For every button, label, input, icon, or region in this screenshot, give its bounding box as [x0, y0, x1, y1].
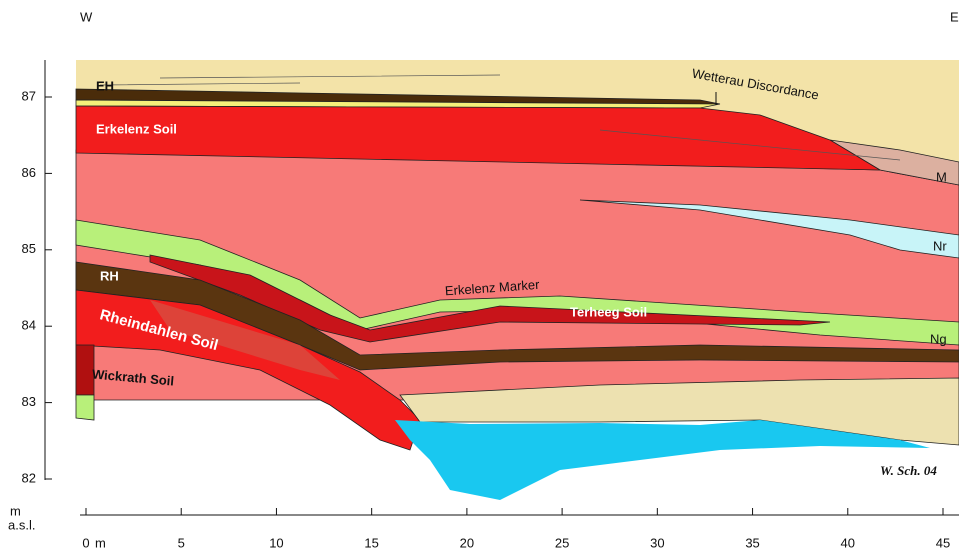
- y-tick-label: 85: [22, 241, 36, 256]
- y-tick-label: 84: [22, 318, 36, 333]
- y-unit: m: [10, 503, 21, 518]
- x-tick-label: 15: [364, 535, 378, 550]
- x-tick-label: 35: [745, 535, 759, 550]
- x-tick-label: 20: [460, 535, 474, 550]
- y-unit-note: a.s.l.: [8, 517, 35, 532]
- label: M: [936, 169, 947, 184]
- x-tick-label: 45: [936, 535, 950, 550]
- compass-w: W: [80, 9, 93, 24]
- wickrath-soil: [75, 344, 95, 396]
- label: RH: [100, 268, 119, 283]
- x-tick-label: 25: [555, 535, 569, 550]
- label: EH: [96, 78, 114, 93]
- nr-lens: [579, 199, 959, 259]
- terheeg-soil: [149, 254, 831, 343]
- label: Erkelenz Marker: [444, 277, 540, 299]
- eh-band: [75, 88, 721, 105]
- x-tick-label: 30: [650, 535, 664, 550]
- erkelenz-soil: [75, 105, 882, 171]
- y-tick-label: 86: [22, 165, 36, 180]
- groundwater: [395, 420, 930, 500]
- credit: W. Sch. 04: [880, 463, 937, 478]
- x-tick-label: 5: [178, 535, 185, 550]
- y-tick-label: 83: [22, 394, 36, 409]
- label: Terheeg Soil: [570, 304, 647, 319]
- x-tick-label: 40: [841, 535, 855, 550]
- sand-layer: [399, 377, 959, 446]
- y-tick-label: 87: [22, 88, 36, 103]
- stratum-lines: [99, 74, 901, 161]
- x-tick-label: 0: [82, 535, 89, 550]
- mottled-zone: [150, 300, 340, 380]
- label: Nr: [933, 238, 947, 253]
- x-unit: m: [95, 535, 106, 550]
- y-tick-label: 82: [22, 470, 36, 485]
- label: Ng: [930, 331, 947, 346]
- x-tick-label: 10: [269, 535, 283, 550]
- label: Wickrath Soil: [91, 366, 174, 388]
- green-bottom: [75, 394, 95, 421]
- compass-e: E: [950, 9, 959, 24]
- label: Erkelenz Soil: [96, 121, 177, 136]
